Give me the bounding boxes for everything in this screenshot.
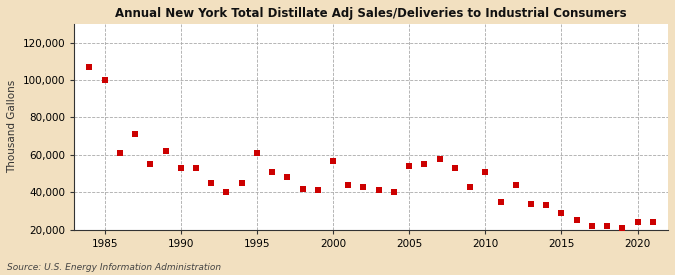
- Point: [282, 175, 293, 180]
- Point: [480, 170, 491, 174]
- Point: [647, 220, 658, 224]
- Point: [176, 166, 186, 170]
- Point: [587, 224, 597, 228]
- Point: [130, 132, 140, 136]
- Point: [115, 151, 126, 155]
- Point: [190, 166, 201, 170]
- Point: [145, 162, 156, 166]
- Point: [526, 201, 537, 206]
- Point: [84, 65, 95, 69]
- Point: [297, 186, 308, 191]
- Point: [419, 162, 430, 166]
- Point: [404, 164, 414, 168]
- Point: [541, 203, 551, 208]
- Point: [327, 158, 338, 163]
- Point: [571, 218, 582, 223]
- Point: [464, 185, 475, 189]
- Point: [343, 183, 354, 187]
- Title: Annual New York Total Distillate Adj Sales/Deliveries to Industrial Consumers: Annual New York Total Distillate Adj Sal…: [115, 7, 627, 20]
- Point: [601, 224, 612, 228]
- Y-axis label: Thousand Gallons: Thousand Gallons: [7, 80, 17, 174]
- Point: [160, 149, 171, 153]
- Point: [510, 183, 521, 187]
- Point: [450, 166, 460, 170]
- Point: [617, 226, 628, 230]
- Point: [495, 199, 506, 204]
- Point: [389, 190, 400, 194]
- Point: [373, 188, 384, 193]
- Point: [99, 78, 110, 82]
- Point: [632, 220, 643, 224]
- Point: [221, 190, 232, 194]
- Point: [434, 156, 445, 161]
- Point: [206, 181, 217, 185]
- Point: [313, 188, 323, 193]
- Point: [556, 211, 567, 215]
- Point: [236, 181, 247, 185]
- Text: Source: U.S. Energy Information Administration: Source: U.S. Energy Information Administ…: [7, 263, 221, 272]
- Point: [252, 151, 263, 155]
- Point: [267, 170, 277, 174]
- Point: [358, 185, 369, 189]
